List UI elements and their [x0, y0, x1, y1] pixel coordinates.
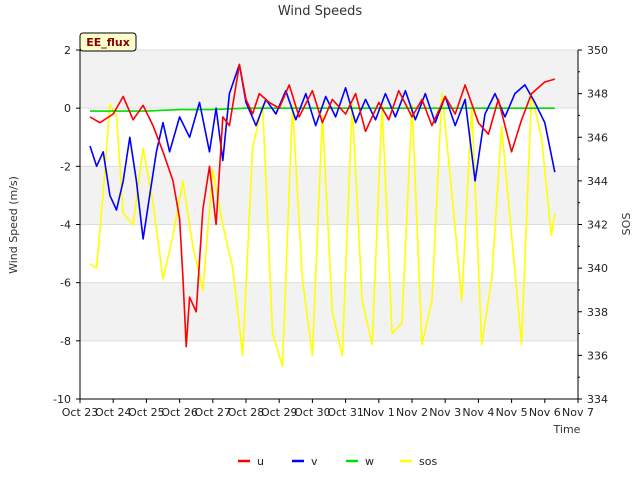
background-band: [80, 166, 578, 225]
legend-label-v: v: [311, 455, 318, 468]
series-line-v: [89, 63, 556, 240]
chart-title: Wind Speeds: [278, 4, 363, 19]
y2-axis-label: SOS: [620, 213, 633, 236]
legend-label-w: w: [365, 455, 374, 468]
legend: u v w sos: [238, 455, 437, 468]
x-tick-label: Oct 27: [195, 406, 232, 419]
left-tick-label: -4: [60, 219, 71, 232]
right-tick-label: 340: [587, 262, 608, 275]
right-tick-label: 334: [587, 393, 608, 406]
right-tick-label: 338: [587, 306, 608, 319]
y-axis-label: Wind Speed (m/s): [7, 176, 20, 274]
x-tick-label: Oct 26: [161, 406, 198, 419]
x-tick-label: Oct 30: [294, 406, 331, 419]
legend-label-sos: sos: [419, 455, 437, 468]
x-tick-label: Nov 1: [363, 406, 395, 419]
x-tick-label: Oct 31: [327, 406, 364, 419]
legend-label-u: u: [257, 455, 264, 468]
x-axis-label: Time: [553, 423, 581, 436]
left-tick-label: -6: [60, 277, 71, 290]
x-tick-label: Oct 25: [128, 406, 165, 419]
station-badge: EE_flux: [79, 32, 137, 52]
background-band: [80, 50, 578, 109]
x-tick-label: Nov 6: [529, 406, 561, 419]
right-tick-label: 342: [587, 219, 608, 232]
x-tick-label: Nov 7: [562, 406, 594, 419]
left-tick-label: -2: [60, 160, 71, 173]
right-tick-label: 346: [587, 131, 608, 144]
right-y-axis-ticks: 350 348 346 344 342 340 338 336 334: [578, 44, 608, 406]
x-tick-label: Oct 28: [228, 406, 265, 419]
series-line-sos: [89, 92, 556, 368]
right-tick-label: 348: [587, 88, 608, 101]
x-tick-label: Oct 23: [62, 406, 99, 419]
left-y-axis-ticks: 2 0 -2 -4 -6 -8 -10: [53, 44, 80, 406]
x-tick-label: Nov 3: [429, 406, 461, 419]
background-bands: [80, 50, 578, 341]
left-tick-label: -8: [60, 335, 71, 348]
x-tick-label: Nov 4: [462, 406, 494, 419]
badge-label: EE_flux: [86, 36, 130, 49]
right-tick-label: 344: [587, 175, 608, 188]
x-tick-label: Nov 2: [396, 406, 428, 419]
background-band: [80, 282, 578, 341]
series-line-u: [89, 63, 556, 348]
x-tick-label: Oct 29: [261, 406, 298, 419]
x-tick-label: Nov 5: [496, 406, 528, 419]
right-tick-label: 336: [587, 349, 608, 362]
x-tick-label: Oct 24: [95, 406, 132, 419]
left-tick-label: 2: [64, 44, 71, 57]
right-tick-label: 350: [587, 44, 608, 57]
series-layer: [89, 63, 556, 368]
badge-box: [79, 32, 137, 52]
left-tick-label: -10: [53, 393, 71, 406]
left-tick-label: 0: [64, 102, 71, 115]
